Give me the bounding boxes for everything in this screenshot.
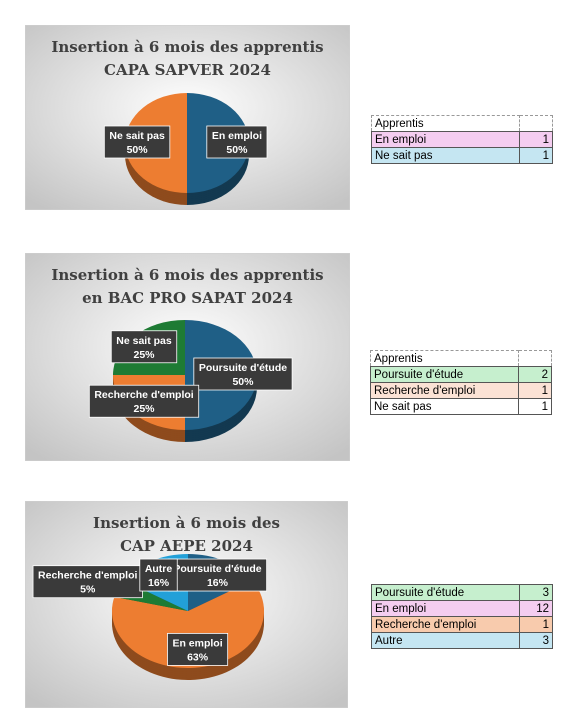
- data-label: Poursuite d'étude 16%: [167, 558, 268, 592]
- label-category: Recherche d'emploi: [38, 570, 137, 582]
- data-table: Poursuite d'étude 3 En emploi 12 Recherche d…: [371, 584, 553, 649]
- label-category: Ne sait pas: [109, 130, 165, 142]
- row-label: Ne sait pas: [370, 398, 519, 415]
- row-label: Recherche d'emploi: [371, 616, 520, 633]
- label-value: 50%: [127, 144, 149, 156]
- label-box: [193, 357, 293, 391]
- chart: Insertion à 6 mois des apprentis en BAC P…: [25, 253, 350, 461]
- chart-title: CAP AEPE 2024: [120, 537, 253, 555]
- data-label: Poursuite d'étude 50%: [193, 357, 293, 391]
- row-label: En emploi: [371, 131, 520, 148]
- row-label: Ne sait pas: [371, 147, 520, 164]
- label-value: 50%: [226, 144, 248, 156]
- label-value: 25%: [134, 349, 156, 361]
- data-label: Ne sait pas 50%: [103, 125, 171, 159]
- table-row: Autre 3: [371, 632, 553, 649]
- row-value: 1: [519, 147, 553, 164]
- label-category: En emploi: [212, 130, 262, 142]
- data-label: Recherche d'emploi 25%: [88, 384, 200, 418]
- label-box: [88, 384, 200, 418]
- label-value: 25%: [134, 403, 156, 415]
- table-header: Apprentis: [370, 350, 552, 367]
- row-label: Recherche d'emploi: [370, 382, 519, 399]
- header-cell: Apprentis: [370, 350, 519, 367]
- data-label: Autre 16%: [139, 558, 178, 592]
- label-category: Poursuite d'étude: [199, 362, 287, 374]
- label-category: Poursuite d'étude: [173, 563, 261, 575]
- row-value: 1: [519, 131, 553, 148]
- row-label: Autre: [371, 632, 520, 649]
- data-label: En emploi 63%: [167, 633, 229, 666]
- label-box: [139, 558, 178, 592]
- chart: Insertion à 6 mois des CAP AEPE 2024 Pours…: [25, 501, 348, 708]
- label-value: 16%: [148, 577, 170, 589]
- row-value: 3: [519, 584, 553, 601]
- label-value: 16%: [207, 577, 229, 589]
- table-row: Ne sait pas 1: [371, 147, 553, 164]
- label-value: 5%: [80, 584, 96, 596]
- row-label: Poursuite d'étude: [370, 366, 519, 383]
- table-header: Apprentis: [371, 115, 553, 132]
- data-label: En emploi 50%: [206, 125, 268, 159]
- row-value: 1: [518, 382, 552, 399]
- row-label: Poursuite d'étude: [371, 584, 520, 601]
- header-cell: [518, 350, 552, 367]
- chart-title: CAPA SAPVER 2024: [104, 61, 271, 79]
- row-value: 12: [519, 600, 553, 617]
- label-category: Autre: [145, 563, 173, 575]
- table-row: Recherche d'emploi 1: [370, 382, 552, 399]
- label-box: [167, 633, 229, 666]
- row-label: En emploi: [371, 600, 520, 617]
- label-value: 50%: [232, 376, 254, 388]
- header-cell: Apprentis: [371, 115, 520, 132]
- chart-title: Insertion à 6 mois des apprentis: [51, 266, 323, 284]
- row-value: 1: [519, 616, 553, 633]
- table-row: Ne sait pas 1: [370, 398, 552, 415]
- label-category: Recherche d'emploi: [94, 389, 193, 401]
- label-box: [206, 125, 268, 159]
- header-cell: [519, 115, 553, 132]
- chart-title: en BAC PRO SAPAT 2024: [82, 289, 293, 307]
- table-row: En emploi 12: [371, 600, 553, 617]
- data-table: Apprentis Poursuite d'étude 2 Recherche d'e…: [370, 350, 552, 415]
- label-box: [110, 330, 178, 364]
- row-value: 2: [518, 366, 552, 383]
- row-value: 1: [518, 398, 552, 415]
- table-row: Poursuite d'étude 3: [371, 584, 553, 601]
- label-category: En emploi: [172, 637, 222, 649]
- row-value: 3: [519, 632, 553, 649]
- label-value: 63%: [187, 651, 209, 663]
- label-category: Ne sait pas: [116, 335, 172, 347]
- data-label: Recherche d'emploi 5%: [32, 565, 143, 599]
- table-row: Poursuite d'étude 2: [370, 366, 552, 383]
- chart: Insertion à 6 mois des apprentis CAPA SAP…: [25, 25, 350, 210]
- table-row: Recherche d'emploi 1: [371, 616, 553, 633]
- data-table: Apprentis En emploi 1 Ne sait pas 1: [371, 115, 553, 164]
- chart-title: Insertion à 6 mois des apprentis: [51, 38, 323, 56]
- label-box: [103, 125, 171, 159]
- data-label: Ne sait pas 25%: [110, 330, 178, 364]
- chart-title: Insertion à 6 mois des: [93, 514, 280, 532]
- table-row: En emploi 1: [371, 131, 553, 148]
